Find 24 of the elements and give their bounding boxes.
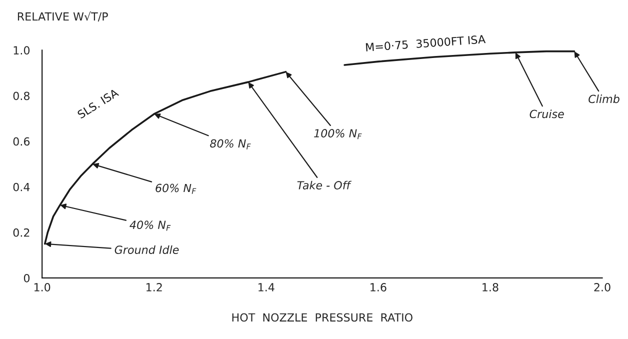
y-tick-label: 1.0 [14,46,30,55]
y-tick-label: 0 [24,274,30,282]
x-tick-label: 1.6 [370,283,386,292]
text: SLS. ISA [76,88,120,119]
x-tick-label: 2.0 [594,283,610,292]
x-tick-label: 1.0 [34,283,50,292]
y-axis-title: RELATIVE W√T/P [18,12,108,22]
y-tick-label: 0.6 [13,137,30,146]
x-tick-label: 1.8 [482,283,498,292]
y-tick-label: 0.8 [13,92,30,100]
annotation: Take - Off [297,180,352,190]
annotation: 80% N$_{F}$ [210,139,251,150]
annotation: 100% N$_{F}$ [314,129,362,140]
annotation: Cruise [530,110,564,118]
y-tick-label: 0.2 [13,228,30,237]
annotation: Ground Idle [114,245,179,254]
annotation: Climb [588,94,620,104]
annotation: 60% N$_{F}$ [156,184,196,194]
x-tick-label: 1.4 [258,283,274,292]
x-tick-label: 1.2 [146,283,162,292]
series-label: M=0·75 35000FT ISA [366,34,486,52]
annotation: 40% N$_{F}$ [130,220,171,231]
x-axis-title: HOT NOZZLE PRESSURE RATIO [232,313,412,322]
y-tick-label: 0.4 [13,182,30,192]
